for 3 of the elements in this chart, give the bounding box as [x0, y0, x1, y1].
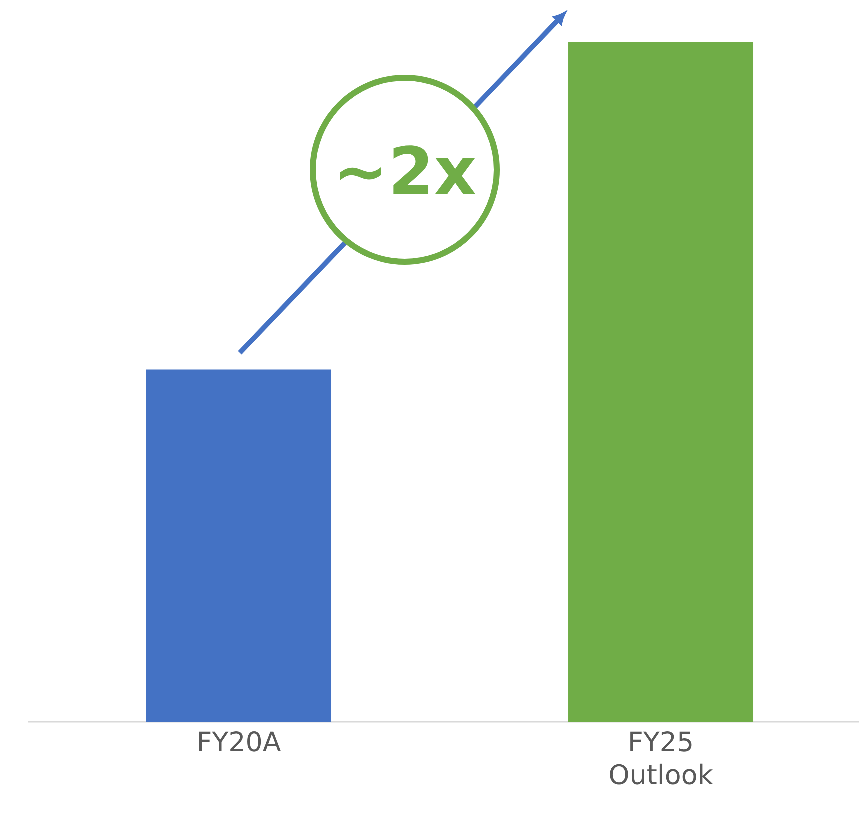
- annotation: ~2x: [340, 146, 476, 194]
- x-tick-label: FY25 Outlook: [610, 732, 714, 785]
- x-tick-label: FY20A: [199, 732, 282, 752]
